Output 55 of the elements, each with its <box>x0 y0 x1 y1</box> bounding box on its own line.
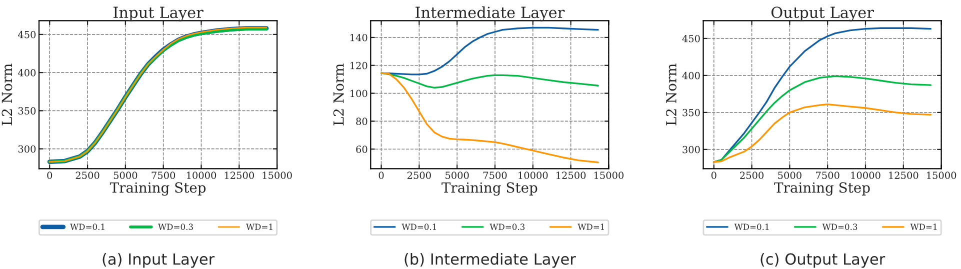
legend-label: WD=0.1 <box>734 224 769 230</box>
x-tick-label: 7500 <box>816 172 840 179</box>
y-tick-label: 350 <box>18 107 36 115</box>
x-tick-label: 10000 <box>518 172 548 179</box>
y-tick-label: 450 <box>18 30 36 38</box>
x-tick-label: 12500 <box>889 172 918 179</box>
x-tick-label: 5000 <box>446 172 469 179</box>
y-tick-label: 140 <box>350 34 368 42</box>
y-tick-label: 400 <box>18 69 36 76</box>
legend-label: WD=0.3 <box>822 224 858 230</box>
x-tick-label: 12500 <box>556 172 586 179</box>
x-tick-label: 15000 <box>594 172 624 179</box>
y-axis-title: L2 Norm <box>666 64 676 126</box>
x-tick-label: 7500 <box>483 172 507 179</box>
y-tick-label: 100 <box>350 90 368 98</box>
legend-label: WD=1 <box>910 224 937 230</box>
legend-label: WD=0.3 <box>158 224 193 230</box>
x-axis-title: Training Step <box>442 182 538 196</box>
text: (c) Output Layer <box>760 253 886 268</box>
x-axis-title: Training Step <box>774 182 870 196</box>
legend-label: WD=1 <box>578 224 604 230</box>
x-tick-label: 2500 <box>740 172 764 179</box>
legend-label: WD=0.1 <box>70 224 104 230</box>
y-tick-label: 120 <box>350 62 368 70</box>
x-axis-title: Training Step <box>110 182 206 196</box>
y-tick-label: 80 <box>356 118 368 126</box>
x-tick-label: 5000 <box>114 172 138 179</box>
y-tick-label: 300 <box>18 145 36 153</box>
x-tick-label: 10000 <box>851 172 880 179</box>
y-tick-label: 300 <box>682 146 700 154</box>
x-tick-label: 7500 <box>152 172 176 179</box>
y-axis-title: L2 Norm <box>333 64 344 126</box>
x-tick-label: 15000 <box>927 172 956 179</box>
y-tick-label: 450 <box>682 34 700 42</box>
y-tick-label: 400 <box>682 72 700 80</box>
legend-label: WD=0.3 <box>490 224 525 230</box>
x-tick-label: 2500 <box>76 172 100 179</box>
x-tick-label: 0 <box>378 172 384 179</box>
y-tick-label: 60 <box>356 146 368 153</box>
chart-title: Output Layer <box>771 6 874 22</box>
legend-label: WD=0.1 <box>402 224 436 230</box>
chart-title: Input Layer <box>114 6 204 22</box>
x-tick-label: 5000 <box>778 172 802 179</box>
chart-title: Intermediate Layer <box>416 6 565 22</box>
text: (b) Intermediate Layer <box>404 253 576 268</box>
y-tick-label: 350 <box>682 108 700 116</box>
x-tick-label: 12500 <box>224 172 254 179</box>
x-tick-label: 15000 <box>262 172 292 179</box>
x-tick-label: 10000 <box>186 172 216 179</box>
x-tick-label: 2500 <box>407 172 431 179</box>
x-tick-label: 0 <box>47 172 52 179</box>
text: (a) Input Layer <box>102 253 215 268</box>
legend-label: WD=1 <box>246 224 272 230</box>
y-axis-title: L2 Norm <box>2 64 12 126</box>
x-tick-label: 0 <box>711 172 716 179</box>
